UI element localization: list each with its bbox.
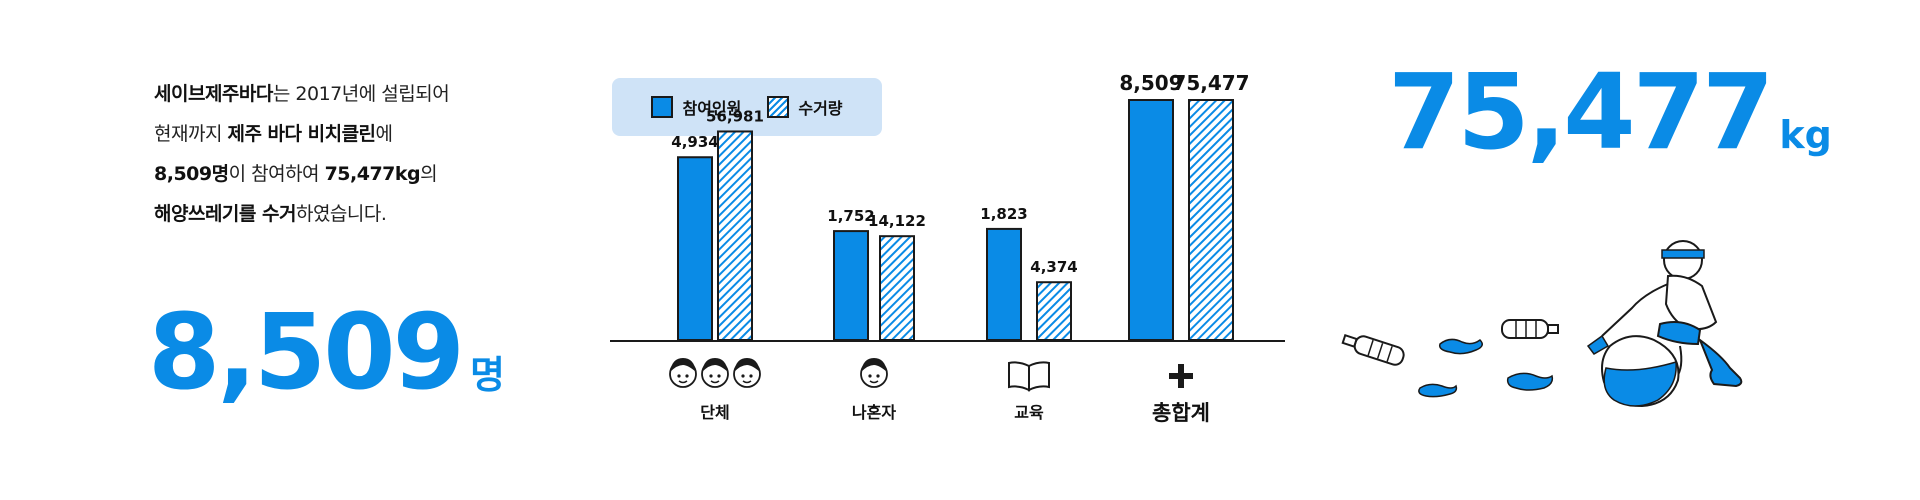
face-mouth bbox=[710, 380, 720, 384]
face-icon bbox=[669, 358, 697, 388]
category-label: 교육 bbox=[1014, 403, 1044, 422]
face-eye bbox=[717, 374, 721, 378]
bar-value-label: 4,374 bbox=[1030, 258, 1077, 276]
bottle-icon bbox=[1341, 334, 1405, 366]
intro-line-4: 해양쓰레기를 수거하였습니다. bbox=[154, 194, 554, 234]
bottle-icon bbox=[1501, 319, 1559, 339]
bar-value-label: 75,477 bbox=[1172, 71, 1249, 95]
weight-total: 75,477 kg bbox=[1388, 60, 1832, 187]
intro-line-3: 8,509명이 참여하여 75,477kg의 bbox=[154, 154, 554, 194]
face-eye bbox=[876, 374, 880, 378]
face-icon bbox=[733, 358, 761, 388]
plus-vertical bbox=[1178, 364, 1184, 388]
one-face-icon bbox=[860, 358, 888, 388]
three-faces-icon bbox=[669, 358, 761, 388]
face-eye bbox=[868, 374, 872, 378]
face-mouth bbox=[869, 380, 879, 384]
bar-collected bbox=[1036, 281, 1072, 341]
face-eye bbox=[677, 374, 681, 378]
intro-line-4-bold: 해양쓰레기를 수거 bbox=[154, 203, 296, 225]
face-eye bbox=[709, 374, 713, 378]
debris-blob-icon bbox=[1438, 338, 1483, 355]
bar-participants bbox=[677, 156, 713, 341]
face-hair bbox=[734, 358, 760, 372]
bar-value-label: 4,934 bbox=[671, 133, 718, 151]
intro-line-2-post: 에 bbox=[375, 123, 393, 145]
legend-swatch-hatched bbox=[767, 96, 790, 118]
intro-line-2: 현재까지 제주 바다 비치클린에 bbox=[154, 114, 554, 154]
bar-collected bbox=[1188, 99, 1234, 341]
bar-participants bbox=[833, 230, 869, 341]
category-label: 단체 bbox=[700, 403, 729, 422]
intro-line-2-bold: 제주 바다 비치클린 bbox=[227, 123, 376, 145]
cleanup-illustration bbox=[1341, 240, 1743, 408]
legend-swatch-solid bbox=[651, 96, 674, 118]
intro-text: 세이브제주바다는 2017년에 설립되어 현재까지 제주 바다 비치클린에 8,… bbox=[154, 74, 554, 234]
face-mouth bbox=[742, 380, 752, 384]
bar-collected bbox=[879, 235, 915, 342]
face-hair bbox=[670, 358, 696, 372]
debris-blob-icon bbox=[1506, 372, 1554, 391]
book-right-page bbox=[1028, 361, 1050, 392]
intro-line-1: 세이브제주바다는 2017년에 설립되어 bbox=[154, 74, 554, 114]
debris-blob-icon bbox=[1418, 383, 1458, 398]
person-picking-trash-icon bbox=[1586, 240, 1743, 408]
face-eye bbox=[685, 374, 689, 378]
face-hair bbox=[702, 358, 728, 372]
people-total-value: 8,509 bbox=[148, 291, 465, 413]
category-labels: 단체 나혼자 교육 총합계 bbox=[700, 401, 1210, 425]
intro-line-1-rest: 는 2017년에 설립되어 bbox=[272, 83, 450, 105]
category-icons bbox=[669, 358, 1193, 392]
intro-line-3-bold-2: 75,477kg bbox=[324, 163, 421, 185]
bar-value-label: 14,122 bbox=[868, 212, 926, 230]
intro-line-3-mid: 이 참여하여 bbox=[228, 163, 325, 185]
intro-line-4-post: 하였습니다. bbox=[295, 203, 387, 225]
book-left-page bbox=[1008, 361, 1030, 392]
weight-total-unit: kg bbox=[1779, 113, 1832, 157]
bar-participants bbox=[1128, 99, 1174, 341]
face-mouth bbox=[678, 380, 688, 384]
face-icon bbox=[860, 358, 888, 388]
bar-value-label: 8,509 bbox=[1119, 71, 1182, 95]
intro-line-2-pre: 현재까지 bbox=[154, 123, 228, 145]
people-total-unit: 명 bbox=[469, 353, 505, 397]
intro-line-3-bold-1: 8,509명 bbox=[154, 163, 229, 185]
face-eye bbox=[741, 374, 745, 378]
book-icon bbox=[1008, 361, 1050, 392]
chart-legend: 참여인원 수거량 bbox=[612, 78, 882, 136]
legend-item-collected: 수거량 bbox=[767, 95, 843, 119]
legend-label-participants: 참여인원 bbox=[682, 99, 742, 118]
bar-value-label: 1,752 bbox=[827, 207, 874, 225]
legend-label-collected: 수거량 bbox=[798, 99, 843, 118]
category-label: 총합계 bbox=[1152, 401, 1210, 425]
bar-participants bbox=[986, 227, 1022, 342]
face-icon bbox=[701, 358, 729, 388]
org-name: 세이브제주바다 bbox=[154, 83, 273, 105]
legend-item-participants: 참여인원 bbox=[651, 95, 741, 119]
people-total: 8,509 명 bbox=[148, 300, 505, 427]
weight-total-value: 75,477 bbox=[1388, 51, 1774, 173]
bar-value-label: 56,981 bbox=[706, 107, 764, 125]
intro-line-3-post: 의 bbox=[420, 163, 438, 185]
plus-icon bbox=[1169, 364, 1193, 388]
category-label: 나혼자 bbox=[852, 403, 896, 422]
bar-value-label: 1,823 bbox=[980, 205, 1027, 223]
bar-collected bbox=[717, 130, 753, 341]
face-hair bbox=[861, 358, 887, 372]
face-eye bbox=[749, 374, 753, 378]
